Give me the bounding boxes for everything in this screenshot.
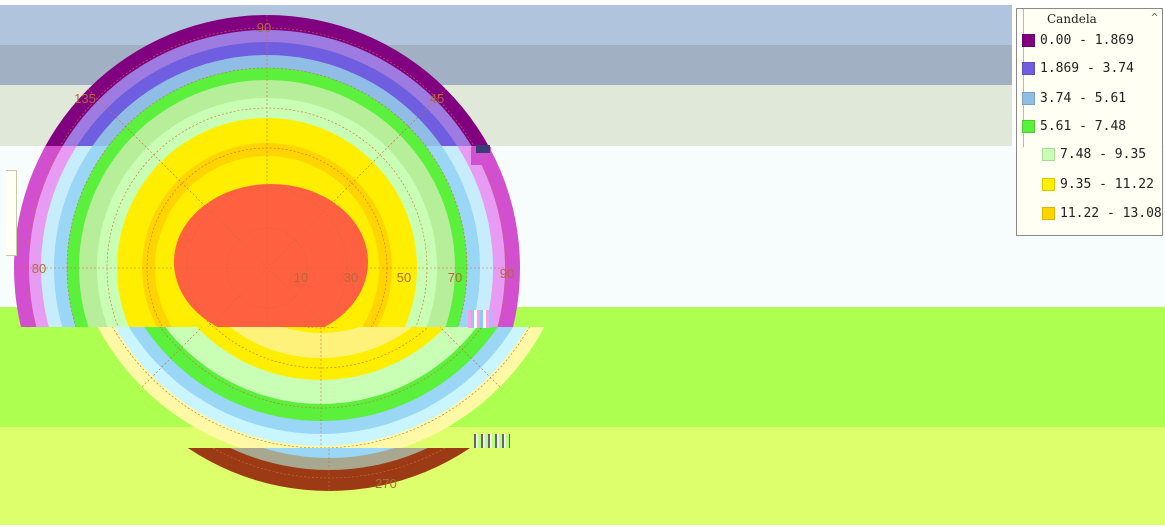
plot-slice-0: 9013545809027010305070 — [0, 5, 1165, 146]
axis-label-7: 30 — [344, 270, 358, 285]
glitch-block-b — [476, 145, 490, 153]
peak-intensity-core — [191, 307, 351, 327]
axis-label-8: 50 — [397, 270, 411, 285]
axis-label-9: 70 — [448, 270, 462, 285]
plot-slice-2: 9013545809027010305070 — [0, 307, 1165, 327]
legend-range-label: 3.74 - 5.61 — [1040, 90, 1127, 106]
axis-label-1: 135 — [74, 91, 96, 106]
intensity-ring-2 — [263, 448, 395, 458]
legend-swatch — [1042, 177, 1055, 191]
axis-label-2: 45 — [430, 91, 444, 106]
plot-slice-1: 9013545809027010305070 — [0, 146, 1165, 307]
legend-entry: 7.48 - 9.35 — [1042, 140, 1146, 168]
axis-label-5: 270 — [375, 476, 397, 491]
left-panel-edge — [6, 170, 17, 256]
legend-swatch — [1022, 91, 1035, 105]
legend-range-label: 1.869 - 3.74 — [1040, 60, 1134, 76]
grid-spoke-3 — [141, 327, 203, 388]
axis-label-5: 270 — [367, 446, 389, 448]
legend-swatch — [1022, 119, 1035, 133]
legend-entry: 9.35 - 11.22 — [1042, 170, 1154, 198]
legend-swatch — [1022, 33, 1035, 47]
axis-label-6: 10 — [294, 270, 308, 285]
legend-panel: Candela ^ 0.00 - 1.869 1.869 - 3.74 3.74 -… — [1016, 8, 1163, 236]
legend-swatch — [1042, 147, 1055, 161]
legend-swatch — [1022, 61, 1035, 75]
glitch-block-c — [468, 310, 492, 328]
polar-plot-svg: 9013545809027010305070 — [45, 15, 489, 146]
axis-label-3: 80 — [32, 261, 46, 276]
legend-rule — [1023, 9, 1024, 147]
scroll-up-icon[interactable]: ^ — [1151, 11, 1158, 24]
polar-plot-svg: 9013545809027010305070 — [97, 327, 545, 448]
bg-band-olive — [0, 427, 1165, 525]
polar-plot-svg: 9013545809027010305070 — [14, 146, 520, 307]
plot-slice-3: 9013545809027010305070 — [0, 327, 1165, 448]
intensity-ring-7 — [282, 327, 360, 333]
legend-range-label: 9.35 - 11.22 — [1060, 176, 1154, 192]
axis-label-0: 90 — [257, 20, 271, 35]
legend-entry: 0.00 - 1.869 — [1022, 26, 1134, 54]
peak-intensity-core — [174, 184, 368, 307]
plot-slice-4: 9013545809027010305070 — [0, 448, 1165, 527]
glitch-block-d — [474, 434, 510, 448]
legend-range-label: 7.48 - 9.35 — [1060, 146, 1147, 162]
grid-spoke-3 — [227, 146, 390, 307]
legend-entry: 11.22 - 13.08 — [1042, 199, 1162, 227]
legend-range-label: 11.22 - 13.08 — [1060, 205, 1162, 221]
legend-entry: 1.869 - 3.74 — [1022, 54, 1134, 82]
legend-swatch — [1042, 206, 1055, 220]
grid-spoke-1 — [439, 327, 501, 388]
legend-entry: 5.61 - 7.48 — [1022, 112, 1126, 140]
intensity-ring-6 — [229, 327, 413, 358]
legend-range-label: 0.00 - 1.869 — [1040, 32, 1134, 48]
legend-title: Candela — [1047, 12, 1097, 26]
legend-range-label: 5.61 - 7.48 — [1040, 118, 1127, 134]
polar-plot-svg: 9013545809027010305070 — [188, 448, 470, 491]
axis-label-4: 90 — [500, 266, 514, 281]
polar-plot-svg: 9013545809027010305070 — [17, 307, 517, 327]
legend-entry: 3.74 - 5.61 — [1022, 84, 1126, 112]
